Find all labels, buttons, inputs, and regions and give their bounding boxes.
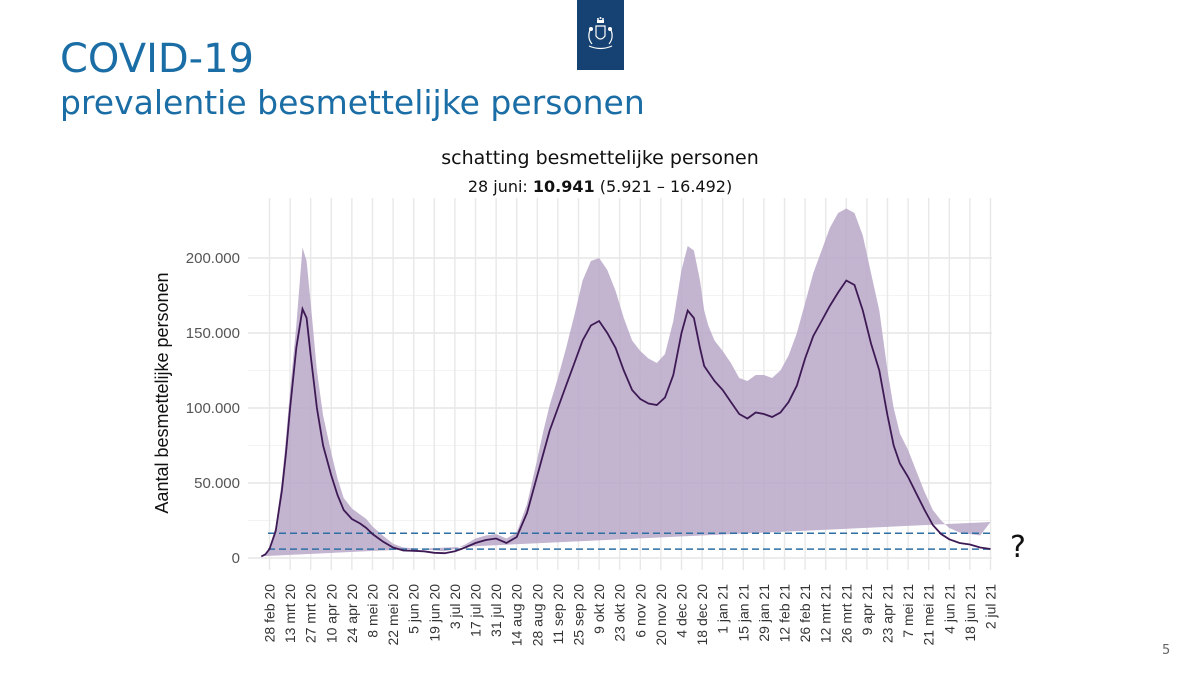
x-tick-label: 9 okt 20 bbox=[591, 584, 607, 634]
x-tick-label: 21 mei 21 bbox=[921, 584, 937, 646]
chart-subtitle-prefix: 28 juni: bbox=[467, 177, 533, 196]
y-tick-label: 150.000 bbox=[186, 325, 240, 342]
chart-subtitle: 28 juni: 10.941 (5.921 – 16.492) bbox=[300, 177, 900, 196]
x-tick-label: 28 aug 20 bbox=[529, 584, 545, 646]
page-subtitle: prevalentie besmettelijke personen bbox=[60, 83, 645, 122]
chart-subtitle-value: 10.941 bbox=[532, 177, 595, 196]
x-axis-ticks: 28 feb 20 13 mrt 20 27 mrt 20 10 apr 20 24 a… bbox=[262, 584, 999, 647]
x-tick-label: 22 mei 20 bbox=[385, 584, 401, 646]
chart-subtitle-range: (5.921 – 16.492) bbox=[594, 177, 733, 196]
y-axis-ticks: 0 50.000 100.000 150.000 200.000 bbox=[186, 250, 240, 567]
y-axis-label: Aantal besmettelijke personen bbox=[152, 272, 172, 513]
x-tick-label: 6 nov 20 bbox=[632, 584, 648, 638]
y-tick-label: 200.000 bbox=[186, 250, 240, 267]
page-title: COVID-19 bbox=[60, 36, 255, 82]
x-tick-label: 3 jul 20 bbox=[447, 584, 463, 629]
y-tick-label: 100.000 bbox=[186, 400, 240, 417]
coat-of-arms-icon bbox=[588, 17, 613, 50]
x-tick-label: 26 mrt 21 bbox=[838, 584, 854, 643]
logo bbox=[577, 0, 624, 70]
x-tick-label: 8 mei 20 bbox=[365, 584, 381, 638]
estimate-line bbox=[260, 279, 991, 558]
confidence-band bbox=[261, 208, 991, 557]
y-tick-label: 0 bbox=[232, 550, 240, 567]
x-tick-label: 12 feb 21 bbox=[777, 584, 793, 643]
x-tick-label: 20 nov 20 bbox=[653, 584, 669, 646]
x-tick-label: 28 feb 20 bbox=[262, 584, 278, 643]
x-tick-label: 10 apr 20 bbox=[323, 584, 339, 643]
x-tick-label: 27 mrt 20 bbox=[303, 584, 319, 643]
x-tick-label: 26 feb 21 bbox=[797, 584, 813, 643]
x-tick-label: 25 sep 20 bbox=[571, 584, 587, 646]
x-tick-label: 17 jul 20 bbox=[468, 584, 484, 637]
x-tick-label: 4 dec 20 bbox=[674, 584, 690, 638]
x-tick-label: 19 jun 20 bbox=[426, 584, 442, 642]
x-tick-label: 24 apr 20 bbox=[344, 584, 360, 643]
x-tick-label: 29 jan 21 bbox=[756, 584, 772, 642]
x-tick-label: 14 aug 20 bbox=[509, 584, 525, 646]
x-tick-label: 31 jul 20 bbox=[488, 584, 504, 637]
x-tick-label: 13 mrt 20 bbox=[282, 584, 298, 643]
y-tick-label: 50.000 bbox=[194, 475, 240, 492]
page-number: 5 bbox=[1162, 643, 1171, 658]
x-tick-label: 18 dec 20 bbox=[694, 584, 710, 646]
chart-title: schatting besmettelijke personen bbox=[441, 147, 759, 169]
x-tick-label: 23 okt 20 bbox=[612, 584, 628, 642]
x-tick-label: 2 jul 21 bbox=[983, 584, 999, 629]
question-mark-annotation: ? bbox=[1010, 530, 1026, 565]
x-tick-label: 18 jun 21 bbox=[962, 584, 978, 642]
x-tick-label: 1 jan 21 bbox=[715, 584, 731, 634]
x-tick-label: 11 sep 20 bbox=[550, 584, 566, 645]
x-tick-label: 5 jun 20 bbox=[406, 584, 422, 634]
x-tick-label: 15 jan 21 bbox=[735, 584, 751, 642]
x-tick-label: 7 mei 21 bbox=[900, 584, 916, 638]
x-tick-label: 12 mrt 21 bbox=[818, 584, 834, 643]
x-tick-label: 9 apr 21 bbox=[859, 584, 875, 636]
x-tick-label: 23 apr 21 bbox=[880, 584, 896, 643]
x-tick-label: 4 jun 21 bbox=[941, 584, 957, 634]
